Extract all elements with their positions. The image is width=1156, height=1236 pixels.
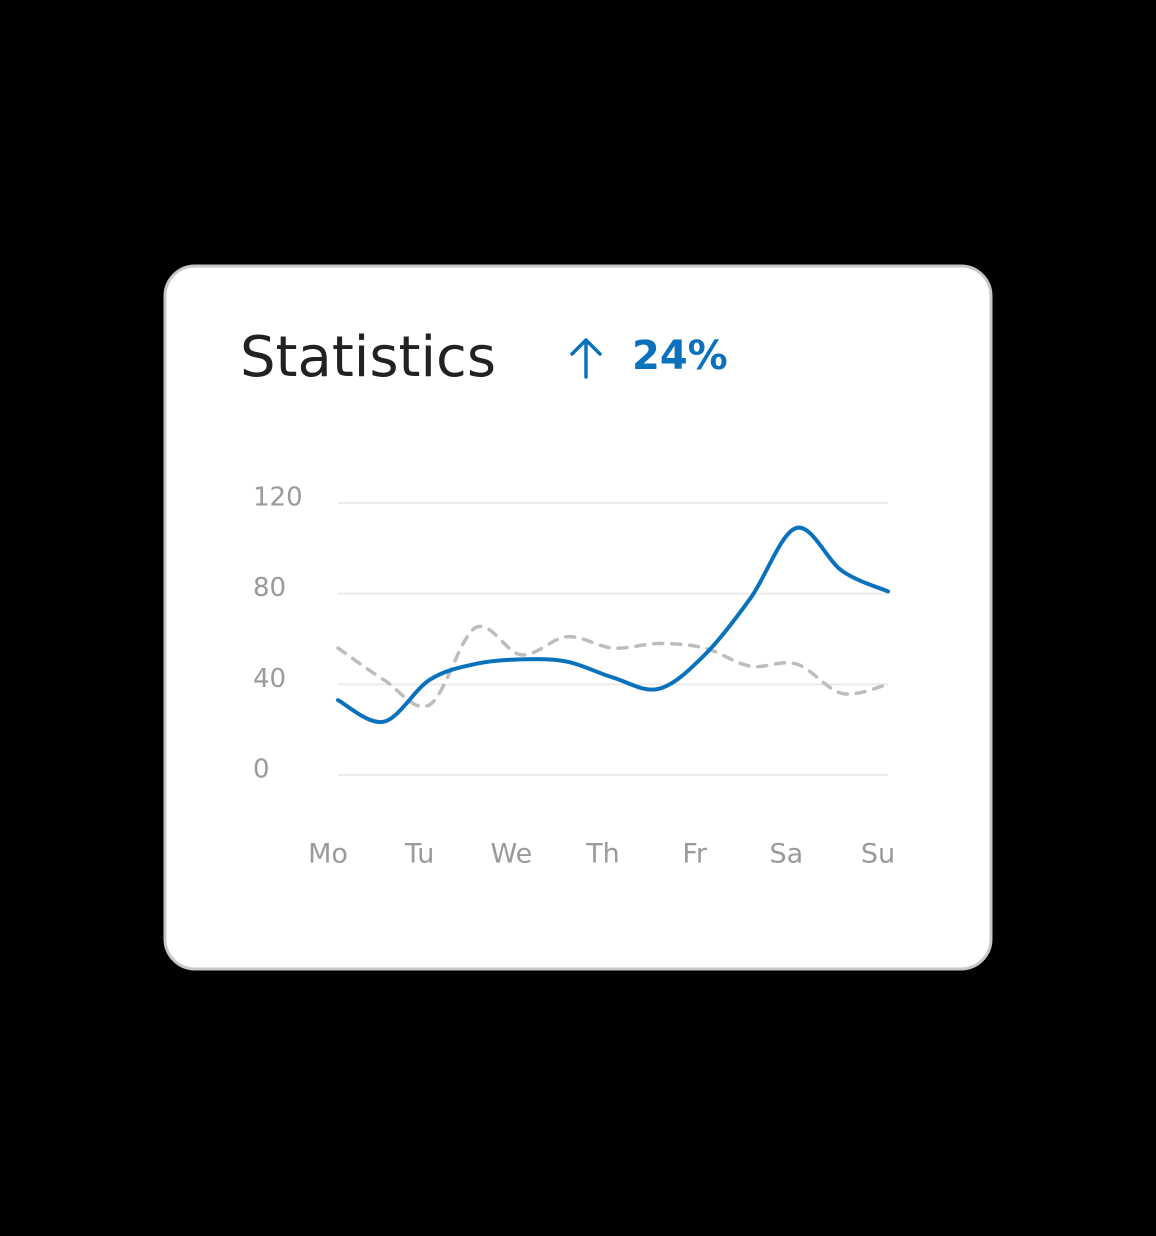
y-tick-label: 120: [253, 483, 303, 513]
card: [163, 264, 993, 971]
x-tick-label: Mo: [308, 839, 348, 870]
x-tick-label: Sa: [769, 839, 803, 870]
chart-title: Statistics: [240, 325, 496, 390]
x-tick-label: We: [490, 839, 532, 870]
x-tick-label: Fr: [682, 839, 708, 870]
x-tick-label: Th: [585, 839, 620, 870]
y-tick-label: 0: [253, 755, 270, 785]
y-tick-label: 80: [253, 573, 286, 603]
change-label: 24%: [632, 333, 728, 379]
series-line: [336, 525, 890, 724]
y-tick-label: 40: [253, 664, 286, 694]
series-line: [336, 624, 890, 709]
x-tick-label: Su: [861, 839, 895, 870]
up-arrow: [570, 338, 602, 379]
x-tick-label: Tu: [404, 839, 435, 870]
